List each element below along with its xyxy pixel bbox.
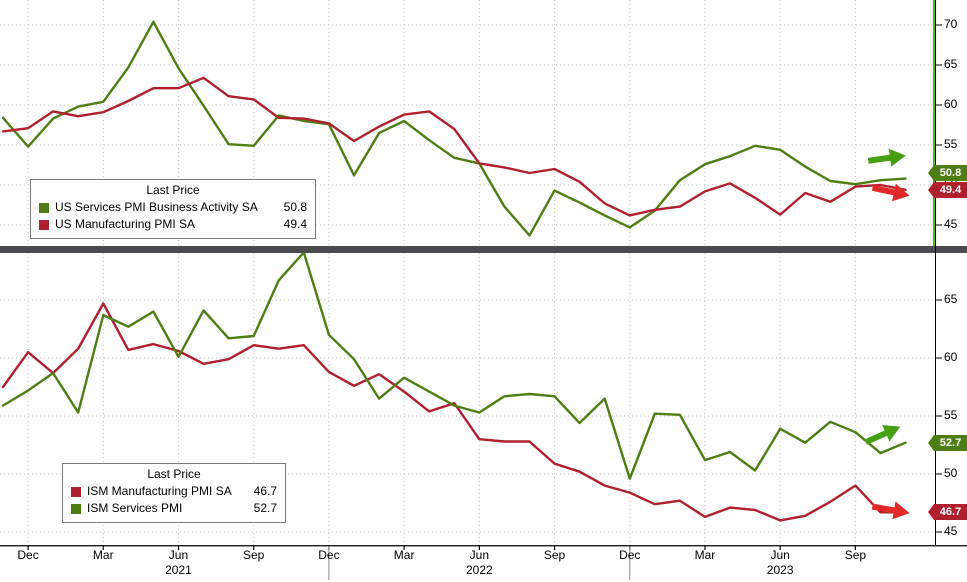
legend-title: Last Price [146,183,200,197]
y-axis-tick-label: 55 [944,408,958,422]
bottom-legend: Last Price ISM Manufacturing PMI SA 46.7… [62,463,286,523]
y-axis-tick-label: 70 [944,17,958,31]
x-axis-tick-label: Mar [393,548,415,562]
series-line [1,20,907,237]
bottom-chart-canvas [0,253,942,545]
ism-manufacturing-swatch [71,486,81,497]
x-axis-tick-label: Mar [92,548,114,562]
year-label: 2022 [465,563,493,577]
right-axis-spine [935,0,936,545]
trend-up-arrow-icon [864,424,901,445]
top-chart-canvas [0,0,942,246]
legend-label: US Services PMI Business Activity SA [55,200,258,214]
x-axis-tick-label: Dec [17,548,39,562]
series-line [1,76,907,217]
x-axis-tick-label: Dec [318,548,340,562]
x-axis-tick-label: Sep [243,548,265,562]
services-pmi-swatch [39,202,49,213]
legend-label: ISM Manufacturing PMI SA [87,484,232,498]
y-axis-tick-label: 60 [944,97,958,111]
y-axis-tick-label: 65 [944,57,958,71]
trend-down-arrow-icon [871,183,910,202]
legend-value: 50.8 [283,200,307,214]
year-label: 2021 [165,563,192,577]
last-price-badge: 46.7 [928,504,967,521]
legend-label: ISM Services PMI [87,501,183,515]
x-axis-tick-label: Sep [844,548,867,562]
panel-separator [0,246,967,253]
y-axis-tick-label: 45 [944,524,958,538]
x-axis-tick-label: Jun [770,548,790,562]
y-axis-tick-label: 60 [944,350,958,364]
y-axis-tick-label: 45 [944,217,958,231]
ism-services-swatch [71,503,81,514]
series-line [1,302,907,522]
y-axis-tick-label: 55 [944,137,958,151]
legend-title: Last Price [147,467,201,481]
last-price-badge: 49.4 [928,181,967,198]
legend-row: ISM Manufacturing PMI SA 46.7 [71,483,277,500]
top-legend: Last Price US Services PMI Business Acti… [30,179,316,239]
trend-down-arrow-icon [871,501,910,520]
y-axis-tick-label: 50 [944,466,958,480]
x-axis-tick-label: Jun [168,548,189,562]
legend-value: 49.4 [283,217,307,231]
legend-row: US Services PMI Business Activity SA 50.… [39,199,307,216]
x-axis-tick-label: Sep [543,548,566,562]
legend-value: 52.7 [253,501,277,515]
last-price-badge: 52.7 [928,434,967,451]
x-axis-tick-label: Dec [619,548,641,562]
legend-value: 46.7 [253,484,277,498]
series-line [1,253,907,480]
x-axis-canvas [0,545,967,580]
x-axis-tick-label: Jun [469,548,490,562]
trend-up-arrow-icon [867,148,906,167]
last-price-badge: 50.8 [928,164,967,181]
legend-row: ISM Services PMI 52.7 [71,500,277,517]
manufacturing-pmi-swatch [39,219,49,230]
year-label: 2023 [766,563,794,577]
latest-session-highlight-line [933,0,935,246]
y-axis-tick-label: 65 [944,292,958,306]
legend-row: US Manufacturing PMI SA 49.4 [39,216,307,233]
legend-label: US Manufacturing PMI SA [55,217,196,231]
x-axis-tick-label: Mar [694,548,716,562]
